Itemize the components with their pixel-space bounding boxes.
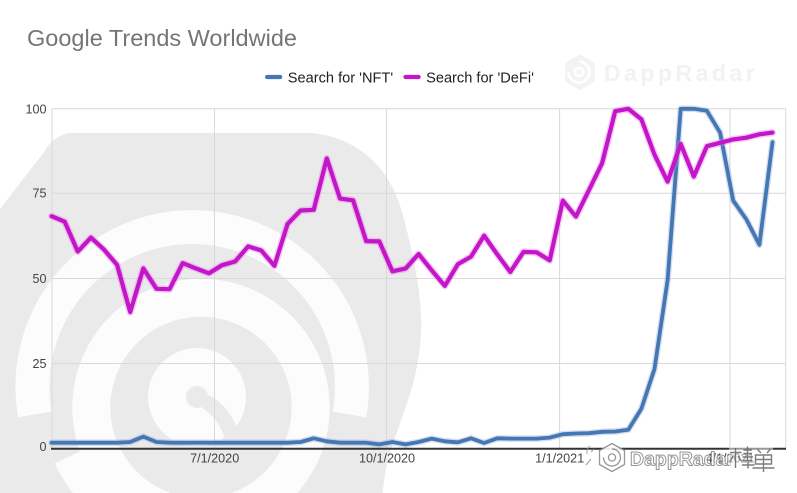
svg-text:DappRadar: DappRadar xyxy=(604,60,758,86)
svg-text:1/1/2021: 1/1/2021 xyxy=(535,452,584,466)
svg-text:7/1/2020: 7/1/2020 xyxy=(190,452,239,466)
svg-text:DappRadar: DappRadar xyxy=(630,449,734,471)
svg-text:Google Trends Worldwide: Google Trends Worldwide xyxy=(27,25,297,51)
svg-text:100: 100 xyxy=(25,102,46,116)
svg-text:75: 75 xyxy=(32,187,46,201)
svg-text:25: 25 xyxy=(32,357,46,371)
svg-text:Search for 'NFT': Search for 'NFT' xyxy=(288,70,394,86)
svg-text:4/1/2021: 4/1/2021 xyxy=(705,452,754,466)
svg-text:0: 0 xyxy=(39,440,46,454)
svg-text:10/1/2020: 10/1/2020 xyxy=(359,452,415,466)
svg-text:50: 50 xyxy=(32,272,46,286)
svg-text:Search for 'DeFi': Search for 'DeFi' xyxy=(426,70,534,86)
